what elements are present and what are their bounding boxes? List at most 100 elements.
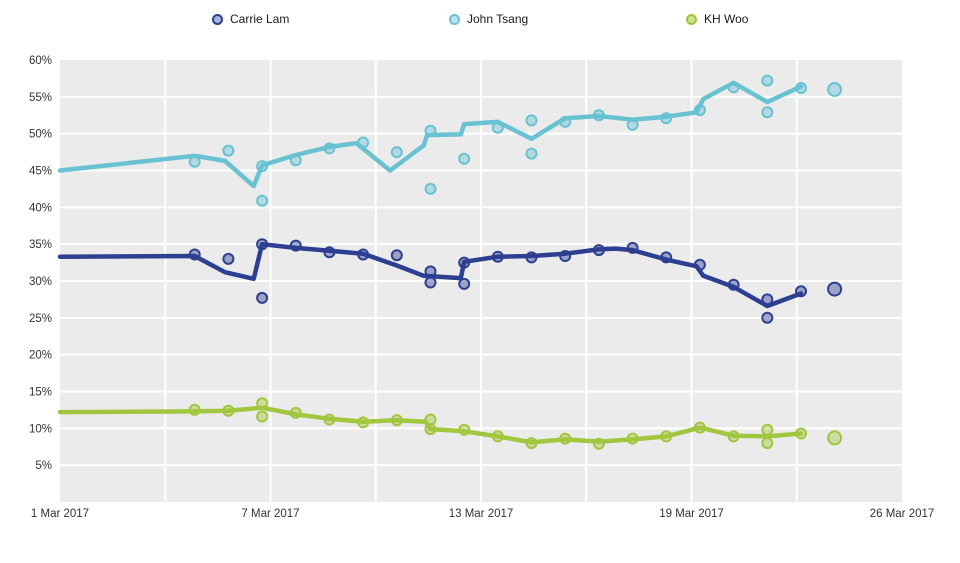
scatter-point-john-tsang bbox=[458, 152, 471, 165]
trend-line-john-tsang bbox=[57, 80, 804, 189]
scatter-point-carrie-lam bbox=[693, 258, 706, 271]
y-axis-tick-label: 15% bbox=[29, 387, 52, 399]
scatter-point-john-tsang bbox=[424, 182, 437, 195]
scatter-point-carrie-lam bbox=[256, 291, 269, 304]
y-axis-tick-label: 5% bbox=[35, 460, 52, 472]
x-axis-tick-label: 13 Mar 2017 bbox=[449, 508, 514, 520]
scatter-point-kh-woo bbox=[357, 416, 370, 429]
scatter-point-kh-woo bbox=[592, 437, 605, 450]
scatter-point-kh-woo bbox=[390, 414, 403, 427]
scatter-point-carrie-lam bbox=[660, 251, 673, 264]
scatter-point-kh-woo bbox=[559, 432, 572, 445]
scatter-point-john-tsang bbox=[188, 155, 201, 168]
scatter-point-john-tsang bbox=[256, 160, 269, 173]
scatter-point-john-tsang bbox=[525, 147, 538, 160]
scatter-point-carrie-lam bbox=[424, 265, 437, 278]
scatter-point-carrie-lam bbox=[559, 250, 572, 262]
scatter-point-carrie-lam bbox=[626, 241, 639, 254]
scatter-point-kh-woo bbox=[761, 423, 774, 436]
scatter-point-carrie-lam bbox=[256, 238, 269, 251]
scatter-point-kh-woo bbox=[491, 430, 504, 443]
y-axis-tick-label: 20% bbox=[29, 350, 52, 362]
scatter-point-carrie-lam bbox=[357, 248, 370, 261]
scatter-point-john-tsang bbox=[357, 136, 370, 149]
scatter-point-john-tsang bbox=[525, 114, 538, 127]
y-axis-tick-label: 10% bbox=[29, 423, 52, 435]
x-axis-tick-label: 26 Mar 2017 bbox=[870, 508, 935, 520]
legend-item-carrie-lam[interactable]: Carrie Lam bbox=[212, 9, 289, 29]
y-axis-tick-label: 35% bbox=[29, 239, 52, 251]
scatter-point-carrie-lam bbox=[458, 256, 471, 269]
scatter-point-kh-woo bbox=[626, 432, 639, 445]
scatter-point-kh-woo bbox=[761, 437, 774, 450]
scatter-point-kh-woo bbox=[323, 413, 336, 426]
scatter-point-john-tsang bbox=[727, 81, 740, 94]
scatter-point-kh-woo bbox=[660, 430, 673, 443]
legend-dot-john-tsang bbox=[449, 13, 460, 25]
chart-legend: Carrie Lam John Tsang KH Woo bbox=[0, 9, 960, 29]
scatter-point-john-tsang bbox=[390, 146, 403, 159]
scatter-point-kh-woo bbox=[222, 404, 235, 417]
scatter-point-john-tsang bbox=[289, 154, 302, 167]
x-axis-tick-label: 7 Mar 2017 bbox=[241, 508, 299, 520]
scatter-point-carrie-lam bbox=[727, 278, 740, 291]
legend-item-john-tsang[interactable]: John Tsang bbox=[449, 9, 528, 29]
scatter-point-john-tsang bbox=[491, 121, 504, 134]
y-axis-tick-label: 60% bbox=[29, 55, 52, 67]
scatter-point-carrie-lam bbox=[458, 277, 471, 290]
scatter-point-kh-woo bbox=[289, 406, 302, 419]
trend-line-kh-woo bbox=[57, 405, 804, 445]
y-axis-tick-label: 25% bbox=[29, 313, 52, 325]
y-axis-tick-label: 45% bbox=[29, 166, 52, 178]
scatter-point-john-tsang bbox=[626, 118, 639, 131]
x-axis-tick-label: 19 Mar 2017 bbox=[659, 508, 724, 520]
scatter-point-kh-woo bbox=[256, 397, 269, 410]
scatter-point-carrie-lam bbox=[525, 251, 538, 264]
scatter-point-john-tsang bbox=[559, 115, 572, 128]
scatter-point-john-tsang bbox=[424, 124, 437, 137]
y-axis-tick-label: 40% bbox=[29, 202, 52, 214]
scatter-point-john-tsang bbox=[660, 112, 673, 125]
scatter-point-carrie-lam bbox=[424, 276, 437, 289]
legend-item-kh-woo[interactable]: KH Woo bbox=[686, 9, 748, 29]
scatter-point-john-tsang bbox=[827, 82, 843, 97]
scatter-point-john-tsang bbox=[693, 104, 706, 117]
scatter-point-kh-woo bbox=[727, 430, 740, 443]
scatter-point-carrie-lam bbox=[761, 293, 774, 306]
x-axis-tick-label: 1 Mar 2017 bbox=[31, 508, 89, 520]
scatter-point-carrie-lam bbox=[323, 246, 336, 259]
scatter-point-carrie-lam bbox=[491, 250, 504, 263]
scatter-point-kh-woo bbox=[424, 413, 437, 426]
scatter-point-kh-woo bbox=[458, 423, 471, 436]
scatter-point-john-tsang bbox=[256, 194, 269, 207]
scatter-point-john-tsang bbox=[323, 142, 336, 155]
scatter-point-kh-woo bbox=[693, 421, 706, 434]
legend-dot-kh-woo bbox=[686, 13, 697, 25]
scatter-point-carrie-lam bbox=[827, 281, 843, 297]
scatter-point-kh-woo bbox=[256, 410, 269, 423]
scatter-point-john-tsang bbox=[761, 106, 774, 119]
scatter-point-kh-woo bbox=[424, 423, 437, 436]
y-axis-tick-label: 55% bbox=[29, 92, 52, 104]
scatter-point-john-tsang bbox=[222, 144, 235, 157]
scatter-point-john-tsang bbox=[795, 82, 807, 94]
scatter-point-kh-woo bbox=[827, 430, 843, 446]
scatter-point-carrie-lam bbox=[188, 248, 201, 261]
scatter-point-carrie-lam bbox=[289, 239, 302, 252]
legend-dot-carrie-lam bbox=[212, 13, 223, 25]
y-axis-tick-label: 30% bbox=[29, 276, 52, 288]
scatter-point-carrie-lam bbox=[795, 285, 807, 298]
y-axis-tick-label: 50% bbox=[29, 129, 52, 141]
scatter-point-kh-woo bbox=[795, 427, 807, 440]
scatter-point-kh-woo bbox=[188, 403, 201, 416]
scatter-point-carrie-lam bbox=[592, 244, 605, 257]
scatter-point-john-tsang bbox=[592, 109, 605, 122]
scatter-point-carrie-lam bbox=[222, 252, 235, 265]
legend-label: KH Woo bbox=[704, 12, 749, 26]
scatter-point-john-tsang bbox=[761, 74, 774, 87]
scatter-point-carrie-lam bbox=[390, 249, 403, 262]
legend-label: Carrie Lam bbox=[230, 12, 290, 26]
legend-label: John Tsang bbox=[467, 12, 529, 26]
